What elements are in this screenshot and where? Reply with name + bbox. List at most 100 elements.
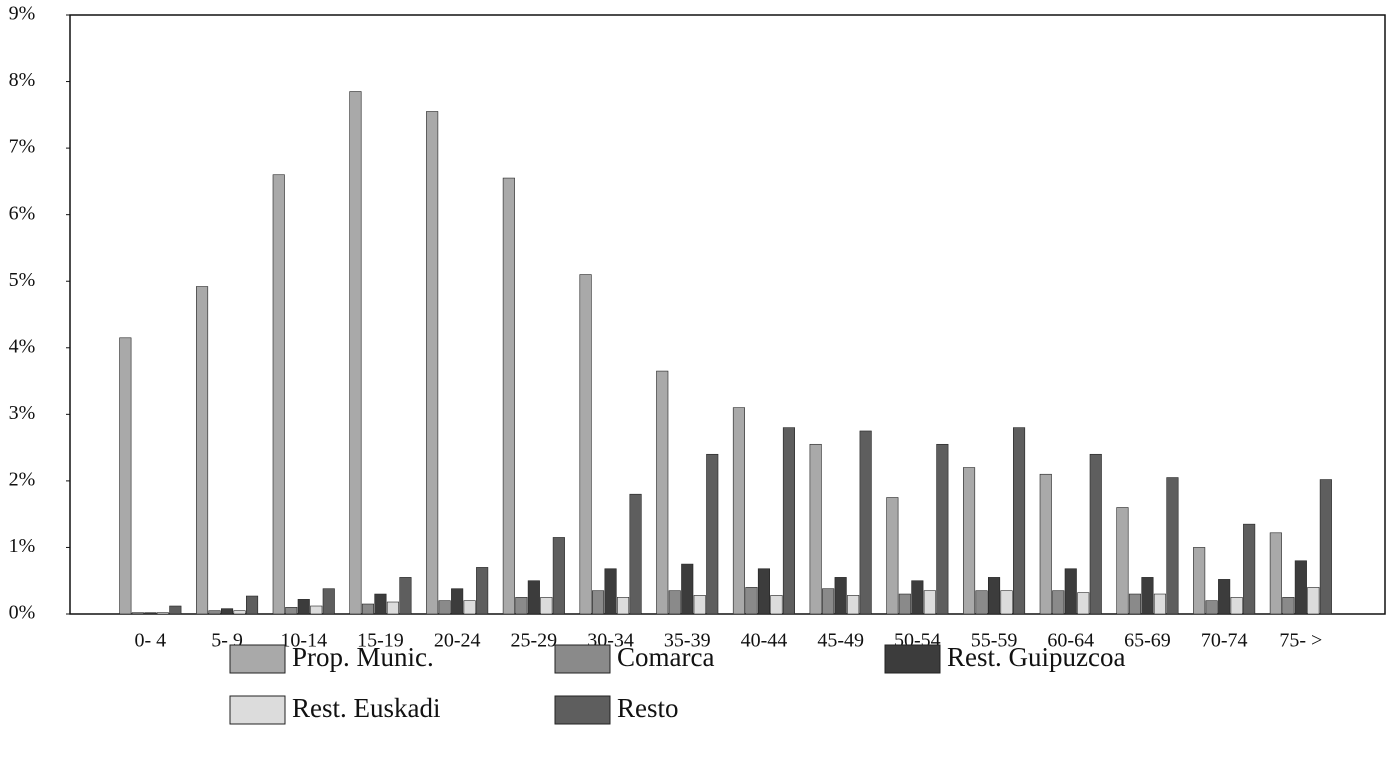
bar: [310, 605, 323, 615]
bar: [604, 568, 617, 615]
y-tick-label: 7%: [9, 136, 36, 158]
bar: [374, 593, 387, 615]
bar: [745, 587, 758, 615]
y-tick-label: 2%: [9, 468, 36, 490]
bar: [246, 595, 259, 615]
bar: [1141, 577, 1154, 615]
bar: [451, 588, 464, 615]
bar: [463, 600, 476, 615]
x-tick-label: 60-64: [1047, 630, 1094, 652]
bar: [515, 597, 528, 615]
x-tick-label: 35-39: [664, 630, 711, 652]
bar: [1064, 568, 1077, 615]
bar: [552, 537, 565, 615]
bar: [1205, 600, 1218, 615]
bar: [706, 453, 719, 615]
bar: [782, 427, 796, 615]
bar: [770, 595, 783, 615]
bar: [822, 588, 835, 615]
bar: [208, 610, 221, 615]
y-tick-label: 9%: [9, 3, 36, 25]
bar: [502, 177, 515, 615]
bar: [131, 612, 144, 615]
y-tick-label: 4%: [9, 335, 36, 357]
bar: [221, 608, 234, 615]
bar: [886, 497, 899, 615]
bar: [987, 577, 1001, 615]
bar: [1116, 507, 1129, 615]
bar: [1269, 532, 1282, 615]
legend-swatch: [884, 644, 941, 674]
bar: [438, 600, 451, 615]
bar: [668, 590, 681, 615]
bar: [1052, 590, 1065, 615]
bar: [322, 588, 335, 615]
legend-label: Rest. Guipuzcoa: [947, 642, 1125, 672]
bar: [732, 407, 746, 615]
x-tick-label: 10-14: [280, 630, 327, 652]
bar: [1000, 590, 1013, 615]
bar: [681, 563, 694, 615]
bar: [1039, 473, 1052, 615]
bar: [386, 601, 400, 615]
x-tick-label: 70-74: [1201, 630, 1248, 652]
legend-swatch: [554, 644, 611, 674]
y-tick-label: 1%: [9, 535, 36, 557]
bar: [1230, 597, 1243, 615]
x-tick-label: 0- 4: [135, 630, 167, 652]
bar: [757, 568, 771, 615]
bar: [1319, 479, 1332, 615]
bar: [285, 607, 298, 615]
bar: [911, 580, 924, 615]
bar: [233, 610, 246, 615]
bar: [361, 603, 375, 615]
bar: [1089, 453, 1102, 615]
bar: [936, 443, 949, 615]
bar: [834, 577, 847, 615]
y-tick-label: 8%: [9, 69, 36, 91]
bar: [1077, 592, 1090, 615]
plot-frame: [69, 14, 1386, 615]
bar: [1294, 560, 1307, 615]
bar: [1128, 593, 1141, 615]
bar: [975, 590, 988, 615]
x-tick-label: 65-69: [1124, 630, 1171, 652]
bar: [656, 370, 669, 615]
x-tick-label: 15-19: [357, 630, 404, 652]
bar: [923, 590, 936, 615]
bar: [1153, 593, 1166, 615]
bar: [119, 337, 132, 615]
bar: [1012, 427, 1026, 615]
bar: [693, 595, 706, 615]
bar: [196, 286, 209, 615]
legend-label: Prop. Munic.: [292, 642, 434, 672]
bar: [1166, 477, 1179, 615]
bar: [527, 580, 540, 615]
bar: [616, 597, 630, 615]
legend-label: Rest. Euskadi: [292, 693, 441, 723]
x-tick-label: 40-44: [741, 630, 788, 652]
bar: [349, 91, 362, 615]
y-tick-label: 0%: [9, 602, 36, 624]
legend-label: Comarca: [617, 642, 714, 672]
bar: [426, 111, 439, 615]
legend-label: Resto: [617, 693, 679, 723]
bar: [859, 430, 872, 615]
bar: [399, 577, 412, 615]
x-tick-label: 45-49: [817, 630, 864, 652]
bar: [579, 274, 592, 615]
bar: [591, 590, 605, 615]
bar: [962, 467, 976, 615]
bar: [476, 567, 489, 615]
y-tick-label: 6%: [9, 202, 36, 224]
x-tick-label: 55-59: [971, 630, 1018, 652]
bar: [156, 612, 169, 615]
bar: [629, 493, 642, 615]
bar: [144, 612, 157, 615]
bar: [540, 597, 553, 615]
bar: [809, 443, 822, 615]
bar: [847, 595, 860, 615]
x-tick-label: 75- >: [1279, 630, 1322, 652]
bar: [1193, 547, 1206, 615]
